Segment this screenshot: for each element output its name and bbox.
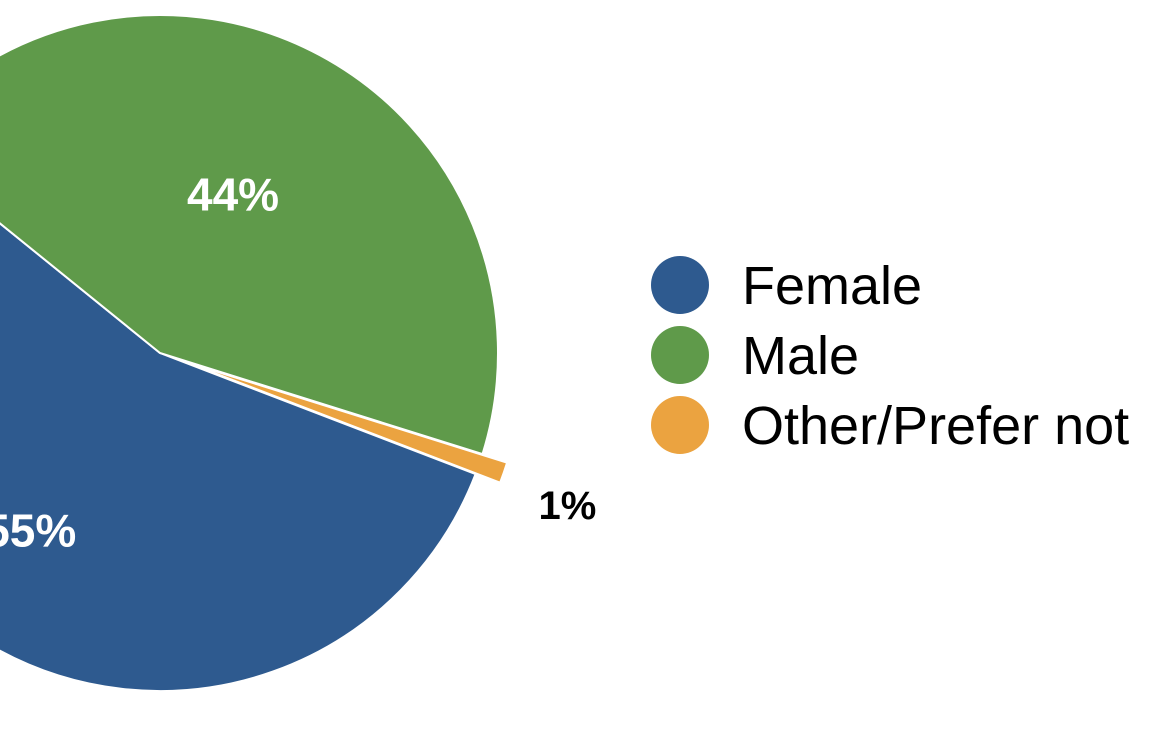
pie-slice-male [0, 14, 499, 456]
legend-marker-male [651, 326, 709, 384]
legend-label-other-prefer-not: Other/Prefer not [742, 396, 1129, 456]
legend-marker-female [651, 256, 709, 314]
slice-label-female: 55% [0, 505, 76, 557]
slice-labels: 55% 44% 1% [0, 168, 596, 556]
pie-slices [0, 14, 509, 692]
legend-label-female: Female [742, 256, 922, 316]
legend-marker-other-prefer-not [651, 396, 709, 454]
pie-slice-other-prefer-not [184, 360, 509, 484]
legend: Female Male Other/Prefer not [651, 256, 1129, 456]
legend-label-male: Male [742, 326, 859, 386]
slice-label-other-prefer-not: 1% [539, 484, 597, 528]
pie-slice-female [0, 222, 477, 692]
slice-label-male: 44% [187, 168, 279, 220]
